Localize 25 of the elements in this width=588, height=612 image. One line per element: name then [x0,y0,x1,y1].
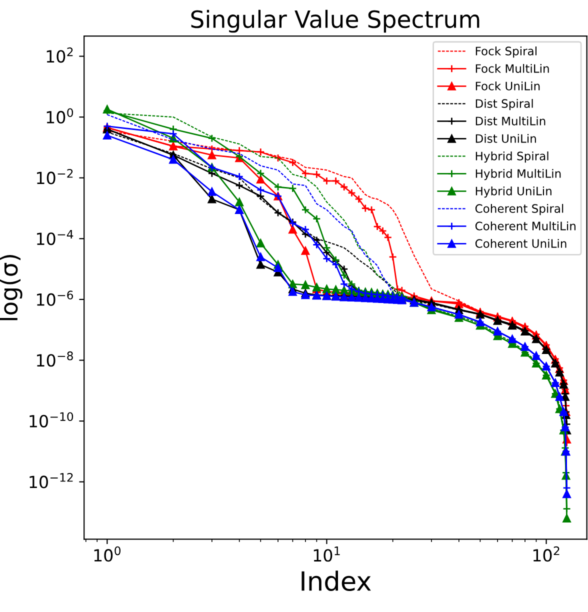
legend-label: Fock MultiLin [476,64,549,73]
legend-label: Dist MultiLin [476,116,546,126]
x-tick-label: 10$^{1}$ [314,546,340,562]
legend-label: Hybrid Spiral [476,151,548,163]
y-tick-label: 10$^{−2}$ [37,169,73,184]
chart-title: Singular Value Spectrum [191,10,480,33]
legend-label: Coherent MultiLin [475,221,576,230]
y-tick-label: 10$^{−6}$ [37,290,74,306]
legend-label: Fock UniLin [476,81,540,90]
y-tick-label: 10$^{2}$ [46,47,73,63]
y-tick-label: 10$^{−12}$ [30,473,73,488]
legend-label: Fock Spiral [476,46,536,58]
legend-label: Coherent UniLin [475,238,566,248]
legend-label: Dist UniLin [476,134,536,143]
legend-label: Dist Spiral [476,98,533,110]
y-tick-label: 10$^{−8}$ [37,351,73,367]
legend-label: Hybrid MultiLin [476,168,561,180]
y-tick-label: 10$^{−4}$ [37,230,74,246]
y-tick-label: 10$^{0}$ [46,108,74,124]
legend-label: Hybrid UniLin [476,186,552,198]
x-tick-label: 10$^{2}$ [533,546,560,562]
x-axis-title: Index [302,570,371,592]
legend-label: Coherent Spiral [475,204,564,216]
x-tick-label: 10$^{0}$ [94,546,121,562]
y-tick-label: 10$^{−10}$ [30,412,74,428]
